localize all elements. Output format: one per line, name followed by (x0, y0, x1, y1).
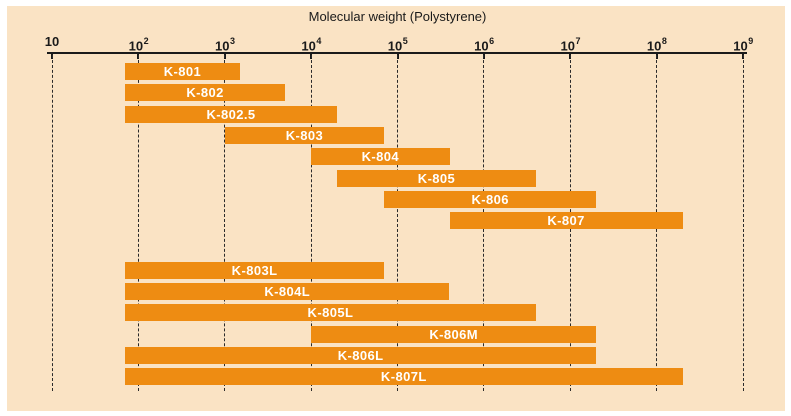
range-bar-k-807l: K-807L (124, 368, 683, 386)
range-bar-k-803: K-803 (224, 126, 385, 144)
x-tick-label-10e1: 10 (44, 34, 60, 49)
range-bar-k-806l: K-806L (124, 347, 597, 365)
x-tick-label-10e5: 105 (387, 36, 408, 54)
bar-label-k-805l: K-805L (307, 305, 354, 321)
gridline-10e3 (224, 55, 226, 391)
x-tick-label-10e2: 102 (128, 36, 149, 54)
gridline-10e9 (742, 55, 744, 391)
x-tick-label-10e7: 107 (560, 36, 581, 54)
bar-label-k-806m: K-806M (429, 326, 478, 342)
chart-title: Molecular weight (Polystyrene) (308, 9, 487, 24)
range-bar-k-801: K-801 (124, 63, 240, 80)
range-bar-k-805: K-805 (337, 169, 536, 187)
bar-label-k-807l: K-807L (380, 369, 427, 385)
range-bar-k-806m: K-806M (311, 325, 597, 343)
bar-label-k-807: K-807 (547, 213, 585, 229)
bar-label-k-802: K-802 (186, 85, 224, 101)
bar-label-k-801: K-801 (163, 64, 202, 79)
gridline-10e1 (51, 55, 53, 391)
gridline-10e2 (137, 55, 139, 391)
bar-label-k-806: K-806 (471, 191, 509, 207)
range-bar-k-802: K-802 (124, 84, 286, 102)
range-bar-k-803l: K-803L (124, 261, 385, 279)
range-bar-k-804l: K-804L (124, 283, 450, 301)
gridline-10e4 (310, 55, 312, 391)
bar-label-k-803l: K-803L (231, 262, 278, 278)
gridline-10e5 (397, 55, 398, 391)
bar-label-k-804: K-804 (361, 149, 400, 165)
bar-label-k-806l: K-806L (337, 348, 384, 364)
range-bar-k-806: K-806 (384, 190, 597, 208)
range-bar-k-802.5: K-802.5 (124, 105, 338, 123)
bar-label-k-802.5: K-802.5 (206, 106, 256, 122)
x-axis-line (47, 52, 747, 54)
range-bar-k-805l: K-805L (124, 304, 536, 322)
x-tick-label-10e4: 104 (301, 36, 322, 54)
x-tick-label-10e3: 103 (215, 36, 235, 54)
range-bar-k-804: K-804 (311, 148, 450, 166)
x-tick-label-10e8: 108 (646, 36, 667, 54)
x-tick-label-10e6: 106 (474, 36, 495, 54)
bar-label-k-805: K-805 (417, 170, 456, 186)
x-tick-label-10e9: 109 (733, 36, 754, 54)
bar-label-k-804l: K-804L (264, 284, 311, 300)
range-bar-k-807: K-807 (449, 212, 683, 230)
bar-label-k-803: K-803 (285, 127, 324, 143)
